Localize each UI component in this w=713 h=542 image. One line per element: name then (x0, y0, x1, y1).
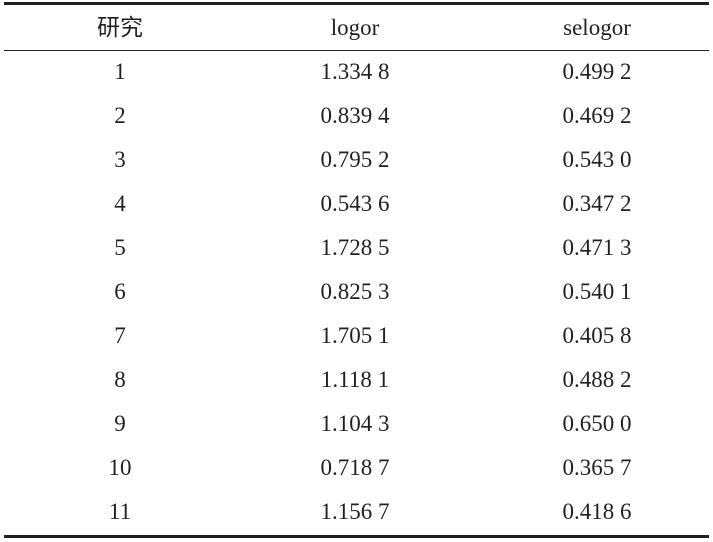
table-cell: 9 (114, 411, 126, 436)
bottom-rule (4, 535, 709, 538)
table-cell: 0.488 2 (562, 367, 632, 392)
table-cell: 0.347 2 (562, 191, 632, 216)
table-cell: 1.705 1 (320, 323, 390, 348)
table-cell: 4 (114, 191, 126, 216)
table-cell: 5 (114, 235, 126, 260)
table-cell: 1.334 8 (320, 59, 390, 84)
table-cell: 0.543 0 (562, 147, 632, 172)
table-cell: 0.650 0 (562, 411, 632, 436)
top-rule (4, 2, 709, 5)
table-cell: 0.839 4 (320, 103, 390, 128)
table-cell: 0.499 2 (562, 59, 632, 84)
header-cell: selogor (563, 15, 631, 40)
table-cell: 3 (114, 147, 126, 172)
table-cell: 2 (114, 103, 126, 128)
table-cell: 1.156 7 (320, 499, 390, 524)
header-cell: logor (330, 15, 380, 40)
table-cell: 0.418 6 (562, 499, 632, 524)
table-cell: 0.405 8 (562, 323, 632, 348)
table-cell: 1 (114, 59, 126, 84)
header-rule (4, 50, 709, 51)
header-cell: 研究 (97, 15, 143, 40)
table-cell: 0.543 6 (320, 191, 390, 216)
table-cell: 0.540 1 (562, 279, 632, 304)
table-cell: 0.825 3 (320, 279, 390, 304)
table-cell: 0.795 2 (320, 147, 390, 172)
table-cell: 10 (108, 455, 132, 480)
table-cell: 1.728 5 (320, 235, 390, 260)
table-cell: 0.718 7 (320, 455, 390, 480)
table-cell: 8 (114, 367, 126, 392)
table-cell: 1.118 1 (320, 367, 390, 392)
table-cell: 7 (114, 323, 126, 348)
table-cell: 1.104 3 (320, 411, 390, 436)
table-cell: 0.471 3 (562, 235, 632, 260)
table-cell: 11 (108, 499, 132, 524)
table-cell: 6 (114, 279, 126, 304)
table-cell: 0.469 2 (562, 103, 632, 128)
table-cell: 0.365 7 (562, 455, 632, 480)
